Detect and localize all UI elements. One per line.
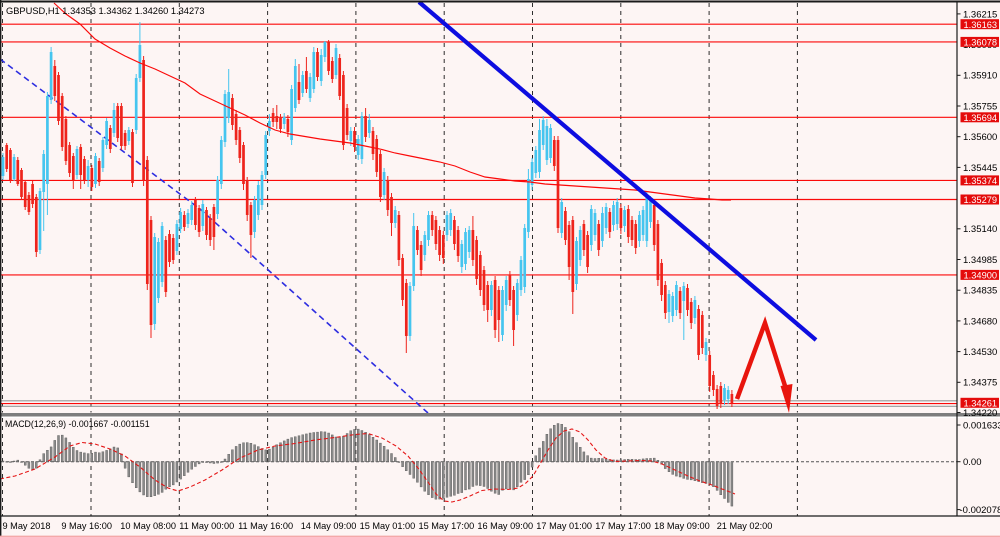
- svg-text:1.35140: 1.35140: [963, 224, 997, 235]
- svg-text:11 May 16:00: 11 May 16:00: [238, 521, 293, 531]
- svg-text:9 May 16:00: 9 May 16:00: [61, 521, 112, 531]
- svg-text:15 May 17:00: 15 May 17:00: [419, 521, 475, 531]
- svg-text:-0.002078: -0.002078: [960, 505, 1000, 516]
- svg-text:16 May 09:00: 16 May 09:00: [477, 521, 533, 531]
- svg-text:GBPUSD,H1 1.34353 1.34362 1.3: GBPUSD,H1 1.34353 1.34362 1.34260 1.3427…: [6, 6, 205, 16]
- svg-text:9 May 2018: 9 May 2018: [3, 521, 51, 531]
- svg-text:1.35279: 1.35279: [964, 195, 998, 205]
- svg-text:1.35910: 1.35910: [963, 71, 997, 82]
- svg-text:1.36163: 1.36163: [964, 20, 998, 30]
- svg-text:1.35600: 1.35600: [963, 132, 997, 143]
- svg-text:1.36215: 1.36215: [963, 9, 997, 20]
- svg-text:11 May 00:00: 11 May 00:00: [179, 521, 234, 531]
- svg-text:1.34835: 1.34835: [963, 286, 997, 297]
- svg-text:1.34220: 1.34220: [963, 408, 997, 419]
- svg-text:1.34900: 1.34900: [964, 271, 998, 281]
- svg-text:1.35445: 1.35445: [963, 163, 997, 174]
- svg-text:0.001633: 0.001633: [963, 420, 1000, 431]
- svg-text:MACD(12,26,9) -0.001667 -0.001: MACD(12,26,9) -0.001667 -0.001151: [5, 419, 150, 429]
- svg-text:14 May 09:00: 14 May 09:00: [301, 521, 357, 531]
- svg-text:1.34680: 1.34680: [963, 316, 997, 327]
- svg-text:1.35694: 1.35694: [964, 113, 998, 123]
- svg-text:1.34530: 1.34530: [963, 347, 997, 358]
- svg-text:0.00: 0.00: [963, 457, 982, 468]
- svg-text:17 May 17:00: 17 May 17:00: [595, 521, 651, 531]
- svg-text:15 May 01:00: 15 May 01:00: [360, 521, 416, 531]
- svg-text:10 May 08:00: 10 May 08:00: [120, 521, 176, 531]
- svg-text:1.35374: 1.35374: [964, 176, 998, 186]
- svg-text:1.35755: 1.35755: [963, 101, 997, 112]
- svg-text:1.34985: 1.34985: [963, 255, 997, 266]
- svg-text:21 May 02:00: 21 May 02:00: [717, 521, 773, 531]
- svg-text:18 May 09:00: 18 May 09:00: [654, 521, 710, 531]
- svg-text:17 May 01:00: 17 May 01:00: [536, 521, 592, 531]
- svg-text:1.34375: 1.34375: [963, 378, 997, 389]
- svg-text:1.36078: 1.36078: [964, 38, 998, 48]
- svg-text:1.34261: 1.34261: [964, 398, 998, 408]
